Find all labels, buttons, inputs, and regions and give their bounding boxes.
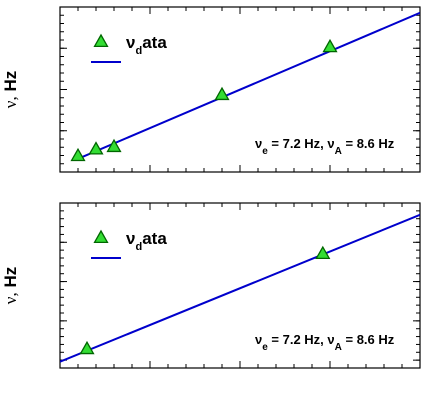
data-point-triangle <box>315 245 331 260</box>
top-panel: ν, Hz νdata νe = 7.2 Hz, νA = 8.6 Hz <box>1 6 421 173</box>
fit-line-h-0-4 <box>77 11 420 160</box>
parameter-annotation: νe = 7.2 Hz, νA = 8.6 Hz <box>255 136 395 157</box>
legend-label-data: νdata <box>126 229 167 253</box>
legend-marker-triangle <box>93 229 109 243</box>
data-point-triangle <box>88 141 104 155</box>
data-layer <box>60 213 420 363</box>
data-point-triangle <box>70 147 86 162</box>
fit-line-h-0-4 <box>60 213 420 363</box>
data-point-triangle <box>106 138 122 153</box>
parameter-annotation: νe = 7.2 Hz, νA = 8.6 Hz <box>255 332 395 353</box>
data-layer <box>77 11 420 160</box>
bottom-panel: ν, Hz νdata νe = 7.2 Hz, νA = 8.6 Hz <box>1 202 421 369</box>
legend-marker-triangle <box>93 33 109 47</box>
data-point-triangle <box>79 340 95 355</box>
data-point-triangle <box>214 86 230 101</box>
data-point-triangle <box>322 38 338 53</box>
legend-label-data: νdata <box>126 33 167 57</box>
y-axis-label: ν, Hz <box>1 71 20 108</box>
y-axis-label: ν, Hz <box>1 267 20 304</box>
